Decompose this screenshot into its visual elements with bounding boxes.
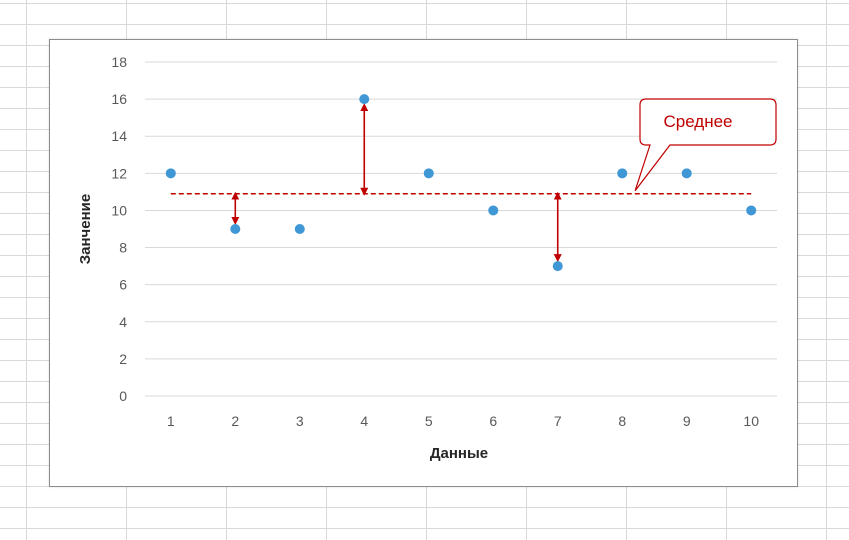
data-point (359, 94, 370, 105)
chart-area[interactable]: 0 2 4 6 8 10 12 14 16 18 1 2 3 4 5 6 7 8 9 10 Среднее Данн… (49, 39, 798, 487)
x-tick-label: 6 (489, 413, 497, 429)
y-tick-label: 16 (111, 91, 127, 107)
x-tick-label: 3 (296, 413, 304, 429)
y-tick-label: 18 (111, 54, 127, 70)
y-tick-label: 8 (119, 240, 127, 256)
x-tick-label: 1 (167, 413, 175, 429)
y-tick-label: 12 (111, 165, 127, 181)
x-tick-label: 9 (683, 413, 691, 429)
data-point (552, 261, 563, 272)
x-axis-title: Данные (430, 445, 488, 462)
data-points (165, 94, 757, 272)
deviation-arrows (231, 103, 562, 263)
data-point (165, 168, 176, 179)
x-tick-label: 5 (425, 413, 433, 429)
data-point (230, 224, 241, 234)
mean-label: Среднее (663, 112, 732, 131)
data-point (423, 168, 434, 179)
x-tick-label: 8 (618, 413, 626, 429)
y-tick-label: 4 (119, 314, 127, 330)
x-tick-label: 10 (743, 413, 759, 429)
x-tick-label: 7 (554, 413, 562, 429)
y-tick-labels: 0 2 4 6 8 10 12 14 16 18 (111, 54, 127, 404)
y-tick-label: 6 (119, 277, 127, 293)
x-tick-label: 2 (231, 413, 239, 429)
mean-callout: Среднее (634, 98, 777, 192)
data-point (488, 205, 499, 216)
data-point (294, 224, 305, 234)
data-point (681, 168, 692, 179)
y-tick-label: 14 (111, 128, 127, 144)
data-point (617, 168, 628, 179)
y-tick-label: 10 (111, 202, 127, 218)
y-axis-title: Занчение (77, 194, 94, 264)
callout-bubble (634, 98, 777, 192)
y-tick-label: 0 (119, 388, 127, 404)
data-point (746, 205, 757, 216)
x-tick-label: 4 (360, 413, 368, 429)
y-tick-label: 2 (119, 351, 127, 367)
x-tick-labels: 1 2 3 4 5 6 7 8 9 10 (167, 413, 759, 429)
gridlines (145, 61, 777, 397)
